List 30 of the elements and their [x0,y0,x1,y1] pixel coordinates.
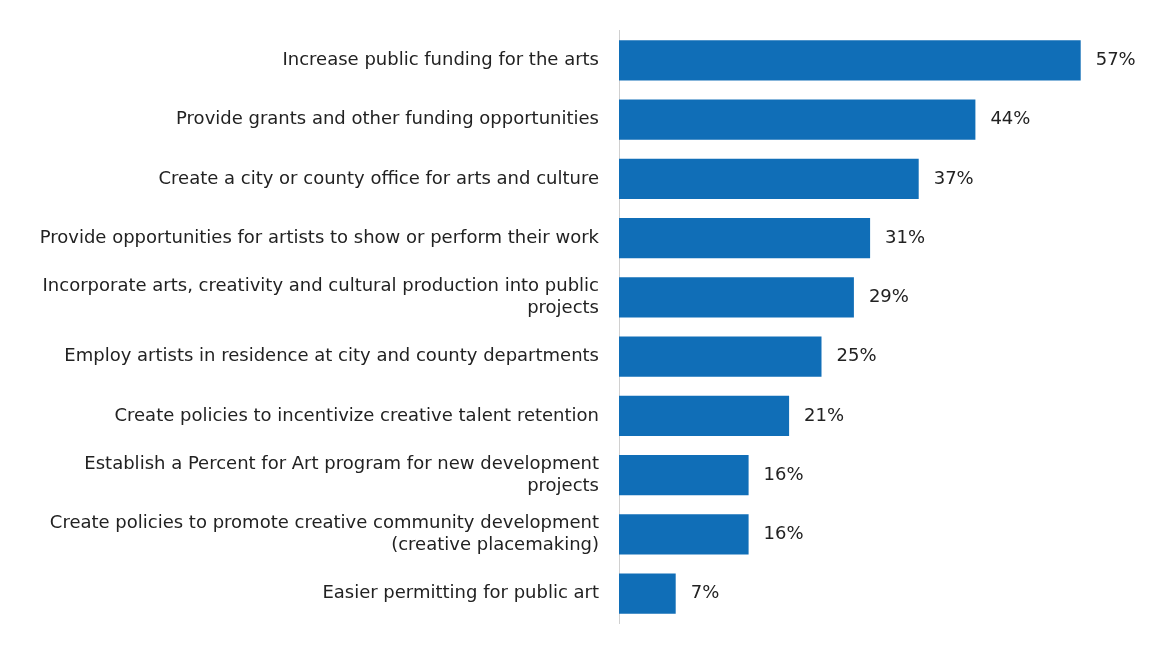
bar [619,99,976,140]
y-tick-label: Increase public funding for the arts [282,48,599,70]
y-tick-label: Establish a Percent for Art program for new development projects [84,451,599,495]
data-label: 25% [836,344,877,366]
y-tick-label: Incorporate arts, creativity and cultural production into public projects [42,274,599,317]
data-label: 31% [885,225,926,247]
bar [619,218,871,259]
data-label: 16% [763,522,804,544]
data-label: 7% [690,581,720,603]
y-tick-label: Create policies to promote creative community development (creative placemaking) [49,511,599,554]
y-tick-label: Create policies to incentivize creative talent retention [114,403,599,425]
data-label: 21% [804,403,845,425]
bar [619,395,790,436]
data-label: 37% [933,166,974,188]
data-label: 44% [990,107,1031,129]
bar [619,40,1081,81]
bar [619,277,854,318]
y-tick-label: Easier permitting for public art [322,581,599,603]
y-tick-label: Employ artists in residence at city and county departments [64,344,599,366]
bar [619,158,919,200]
data-label: 29% [868,285,909,307]
data-label: 16% [763,462,804,484]
data-label: 57% [1095,48,1136,70]
y-tick-label: Provide opportunities for artists to show or perform their work [39,225,600,247]
bar [619,514,749,555]
y-tick-label: Create a city or county office for arts and culture [158,166,599,188]
bar [619,573,676,614]
y-tick-label: Provide grants and other funding opportunities [176,107,599,129]
bar [619,454,749,496]
bar [619,336,822,377]
